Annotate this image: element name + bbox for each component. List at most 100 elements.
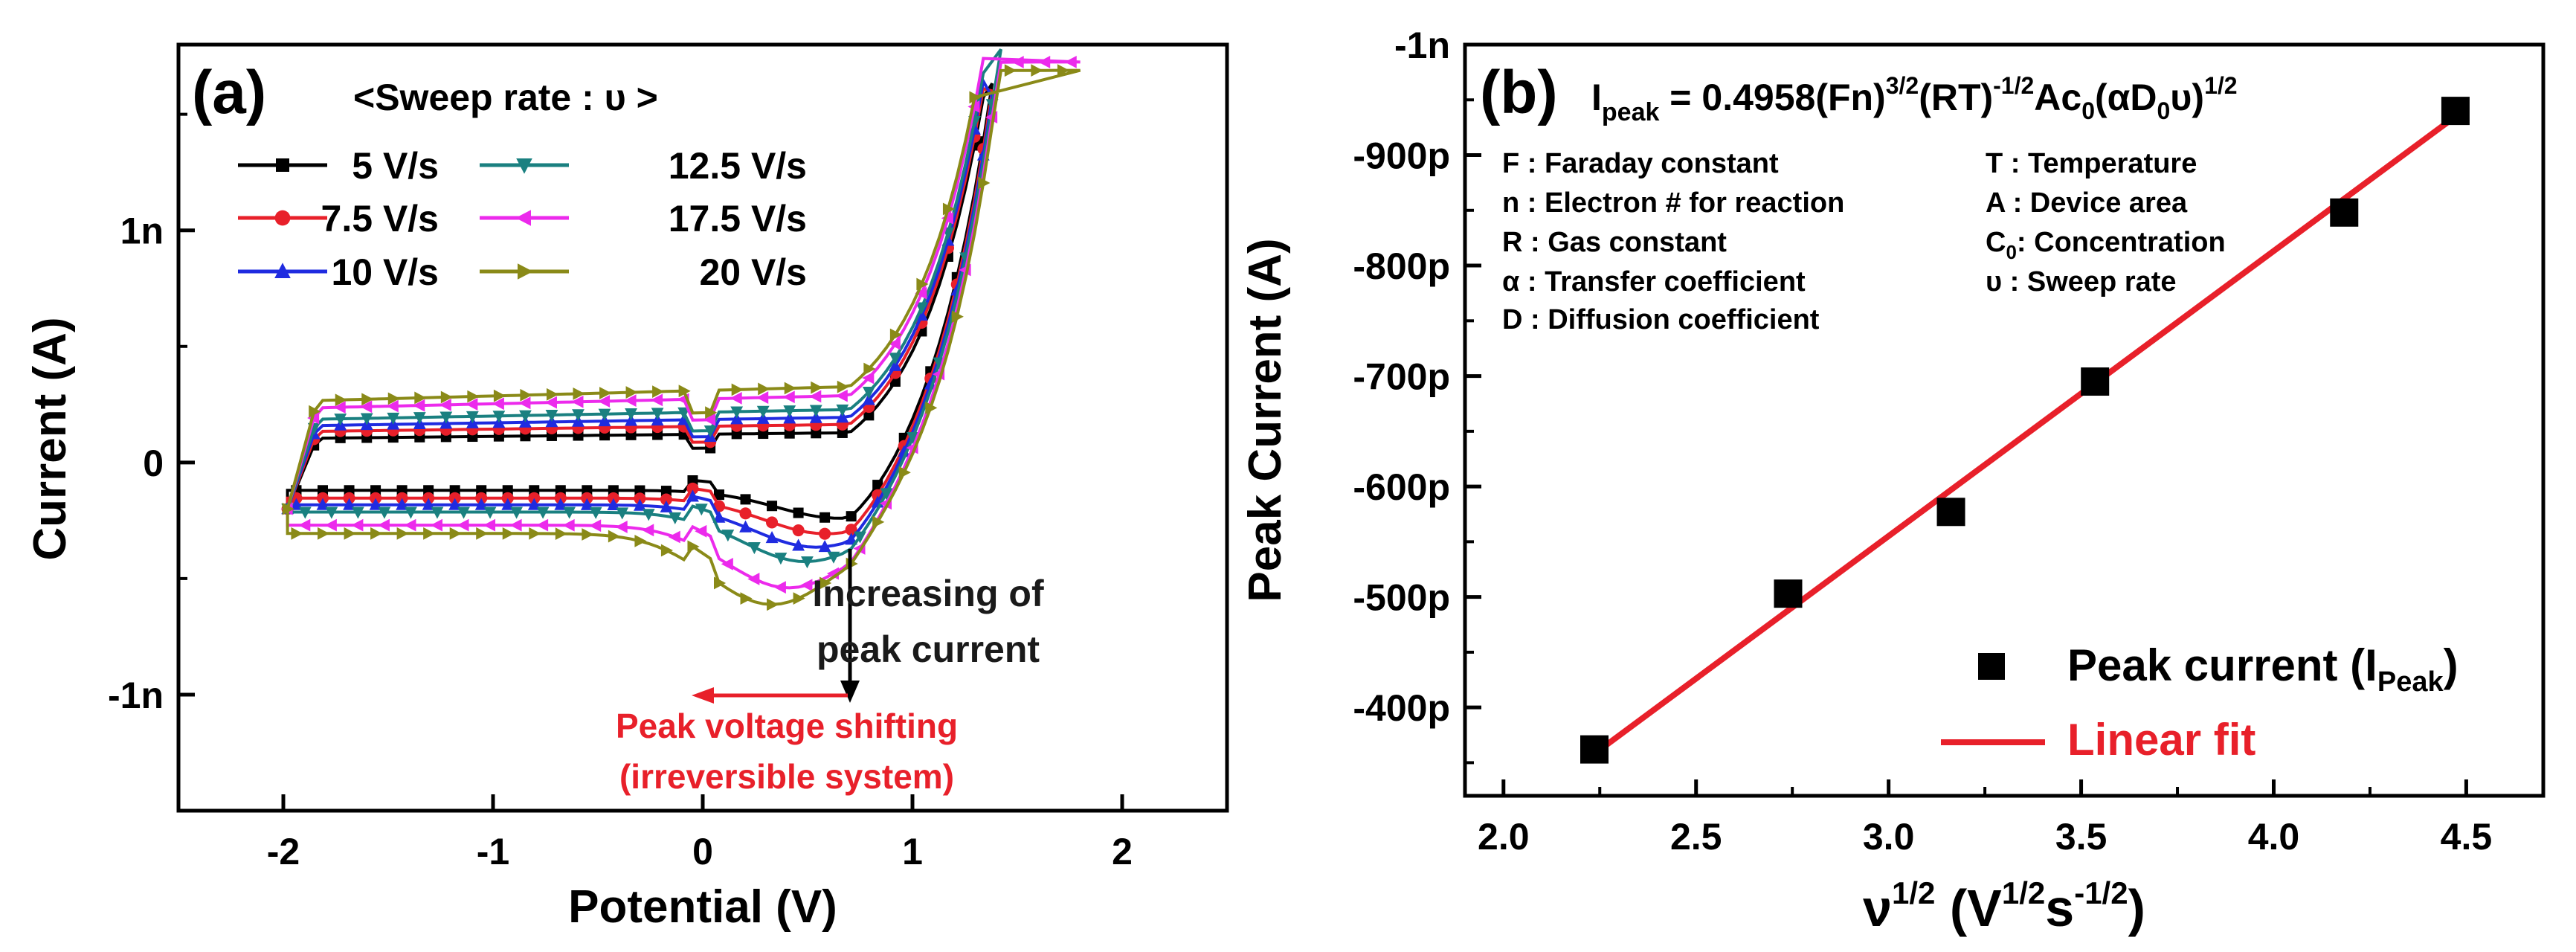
eq-exp-1: 3/2 (1886, 72, 1919, 99)
cv-marker (766, 516, 779, 529)
cv-marker (758, 382, 770, 396)
cv-marker (430, 518, 442, 532)
cv-marker (439, 398, 451, 411)
cv-marker (634, 485, 645, 496)
cv-marker (1064, 56, 1077, 68)
cv-marker (536, 518, 549, 532)
cv-marker (573, 387, 585, 400)
legend-label: 7.5 V/s (321, 198, 439, 239)
cv-marker (695, 524, 707, 538)
eq-exp-3: 1/2 (2204, 72, 2237, 99)
cv-marker (510, 506, 523, 519)
cv-marker (811, 428, 822, 439)
cv-marker (731, 383, 744, 396)
cv-marker (414, 391, 427, 405)
y-tick-label: 1n (120, 210, 164, 252)
cv-marker (756, 391, 769, 404)
cv-marker (634, 492, 646, 505)
panel-a: -2 -1 0 1 2 -1n 0 1n (a) <Sweep rate : υ > 5 V… (25, 42, 1229, 933)
cv-marker (344, 527, 356, 540)
panel-b-frame (1463, 42, 2546, 798)
eq-exp-2: -1/2 (1993, 72, 2034, 99)
cv-marker (1031, 64, 1043, 77)
legend-entry: 10 V/s (238, 251, 439, 293)
cv-marker (916, 277, 929, 291)
cv-marker (536, 506, 550, 519)
cv-marker (687, 540, 700, 553)
cv-marker (713, 489, 724, 501)
cv-marker (325, 506, 338, 519)
cv-marker (651, 408, 664, 420)
panel-b-legend: Peak current (IPeak) Linear fit (1941, 640, 2459, 765)
cv-marker (492, 397, 504, 411)
cv-marker (396, 527, 409, 540)
cv-marker (862, 386, 875, 399)
legend-label: 10 V/s (331, 251, 439, 293)
data-point (2081, 367, 2110, 396)
cv-marker (562, 518, 575, 532)
cv-marker (941, 211, 953, 225)
legend-peak-main: Peak current (I (2067, 640, 2377, 690)
cv-marker (846, 511, 857, 522)
cv-marker (378, 506, 391, 519)
eq-i: I (1591, 77, 1602, 118)
cv-marker (607, 492, 619, 504)
cv-marker (291, 527, 303, 540)
cv-marker (457, 518, 469, 532)
cv-marker (466, 411, 479, 423)
cv-marker (783, 411, 796, 424)
cv-marker (784, 428, 795, 439)
cv-marker (1004, 64, 1017, 77)
cv-marker (783, 405, 796, 418)
xlabel-exp-1: 1/2 (1892, 875, 1935, 910)
data-point (2330, 198, 2359, 227)
cv-marker (282, 502, 294, 515)
panel-b-y-axis-label: Peak Current (A) (1240, 238, 1291, 602)
panel-a-y-axis-label: Current (A) (25, 317, 76, 560)
legend-title: <Sweep rate : υ > (353, 77, 658, 118)
cv-marker (686, 489, 699, 502)
cv-marker (792, 538, 805, 551)
cv-marker (811, 381, 823, 394)
cv-marker (836, 404, 849, 416)
cv-marker (721, 558, 733, 570)
cv-marker (712, 510, 726, 523)
cv-marker (773, 581, 786, 594)
cv-marker (546, 387, 559, 401)
legend-label: 12.5 V/s (669, 145, 807, 187)
x-tick-label: 2 (1112, 831, 1133, 872)
cv-marker (747, 573, 760, 585)
x-tick-label: 1 (902, 831, 923, 872)
cv-marker (431, 506, 444, 519)
xlabel-exp-3: -1/2 (2074, 875, 2128, 910)
x-tick-label: -2 (267, 831, 300, 872)
cv-marker (616, 507, 629, 520)
cv-marker (334, 414, 347, 426)
panel-b-y-ticks: -400p -500p -600p -700p -800p -900p -1n (1353, 25, 1481, 765)
cv-marker (625, 386, 638, 399)
cv-marker (335, 393, 347, 407)
cv-marker (872, 480, 883, 491)
cv-marker (449, 527, 462, 540)
definition-c0-rest: : Concentration (2017, 227, 2226, 258)
xlabel-open: (V (1935, 879, 2002, 937)
cv-marker (800, 579, 813, 592)
cv-marker (880, 488, 893, 501)
legend-marker (518, 263, 533, 280)
y-tick-label: -900p (1353, 135, 1450, 177)
cv-marker (782, 390, 795, 404)
cv-marker (298, 506, 312, 519)
x-tick-label: 4.5 (2441, 816, 2493, 858)
cv-marker (483, 506, 497, 519)
cv-marker (747, 542, 761, 555)
eq-part-e: υ) (2170, 77, 2204, 118)
cv-marker (942, 202, 956, 216)
legend-label-linear-fit: Linear fit (2067, 715, 2255, 765)
cv-marker (298, 518, 311, 532)
cv-marker (599, 387, 612, 399)
cv-marker (730, 391, 742, 405)
annotation-peak-shift: Peak voltage shifting (irreversible syst… (616, 687, 958, 796)
eq-part-a: = 0.4958(Fn) (1659, 77, 1885, 118)
cv-marker (608, 530, 620, 543)
cv-marker (493, 389, 506, 402)
